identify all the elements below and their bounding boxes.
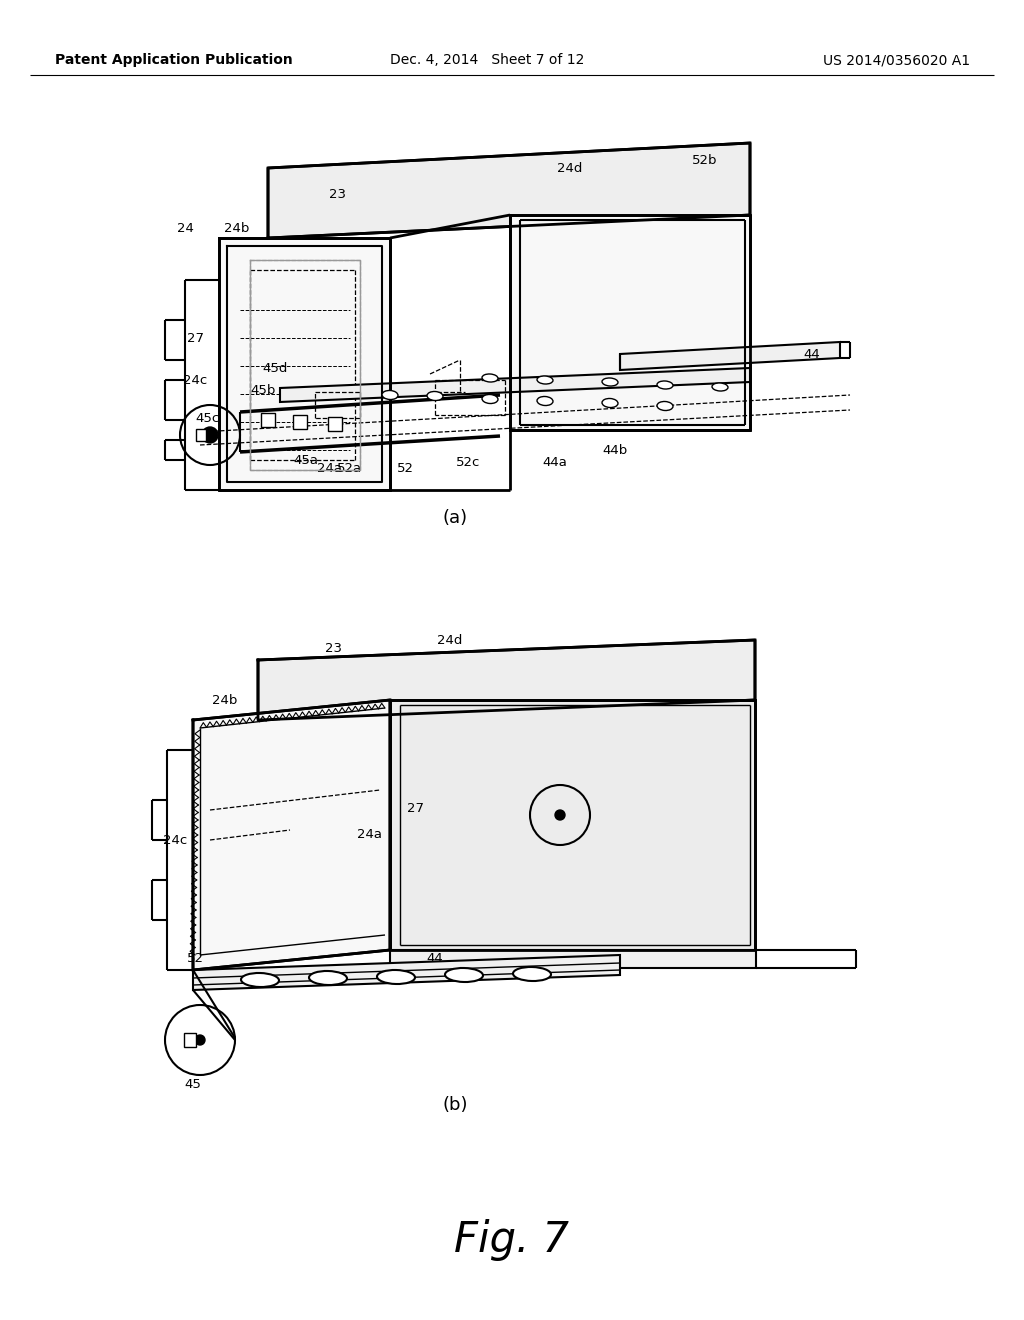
Ellipse shape — [657, 401, 673, 411]
Ellipse shape — [309, 972, 347, 985]
Polygon shape — [390, 950, 756, 968]
Text: 24a: 24a — [317, 462, 342, 474]
Ellipse shape — [657, 381, 673, 389]
Circle shape — [202, 426, 218, 444]
Bar — [293, 414, 307, 429]
Ellipse shape — [513, 968, 551, 981]
Text: 23: 23 — [330, 189, 346, 202]
Text: 24d: 24d — [437, 634, 463, 647]
Text: 24c: 24c — [163, 833, 187, 846]
Text: 24b: 24b — [224, 222, 250, 235]
Text: 24a: 24a — [357, 829, 383, 842]
Text: (a): (a) — [442, 510, 468, 527]
Text: 44: 44 — [427, 952, 443, 965]
Bar — [196, 429, 206, 441]
Polygon shape — [268, 143, 750, 238]
Ellipse shape — [537, 376, 553, 384]
Text: 52a: 52a — [338, 462, 362, 474]
Text: Fig. 7: Fig. 7 — [455, 1218, 569, 1261]
Ellipse shape — [537, 396, 553, 405]
Text: 23: 23 — [325, 642, 341, 655]
Ellipse shape — [241, 973, 279, 987]
Text: 45c: 45c — [195, 412, 219, 425]
Polygon shape — [193, 954, 620, 990]
Ellipse shape — [445, 968, 483, 982]
Polygon shape — [219, 238, 390, 490]
Text: 45: 45 — [184, 1078, 202, 1092]
Bar — [261, 413, 275, 426]
Circle shape — [195, 1035, 205, 1045]
Text: 45a: 45a — [294, 454, 318, 466]
Circle shape — [555, 810, 565, 820]
Text: 44: 44 — [804, 348, 820, 362]
Bar — [328, 417, 342, 432]
Polygon shape — [620, 342, 840, 370]
Text: 24d: 24d — [557, 161, 583, 174]
Text: 44a: 44a — [543, 455, 567, 469]
Text: 24c: 24c — [183, 374, 207, 387]
Polygon shape — [510, 215, 750, 430]
Text: 27: 27 — [407, 801, 424, 814]
Text: 52c: 52c — [456, 455, 480, 469]
Text: 52b: 52b — [692, 153, 718, 166]
Polygon shape — [280, 368, 750, 403]
Polygon shape — [390, 700, 755, 950]
Ellipse shape — [427, 392, 443, 400]
Polygon shape — [258, 640, 755, 719]
Ellipse shape — [602, 378, 618, 385]
Polygon shape — [193, 700, 390, 970]
Text: 52: 52 — [186, 952, 204, 965]
Ellipse shape — [377, 970, 415, 983]
Ellipse shape — [482, 395, 498, 404]
Ellipse shape — [602, 399, 618, 408]
Text: 24b: 24b — [212, 693, 238, 706]
Text: 52: 52 — [396, 462, 414, 474]
Text: 24: 24 — [176, 222, 194, 235]
Text: 45b: 45b — [250, 384, 275, 396]
Text: US 2014/0356020 A1: US 2014/0356020 A1 — [823, 53, 970, 67]
Text: (b): (b) — [442, 1096, 468, 1114]
Text: 27: 27 — [186, 331, 204, 345]
Text: Patent Application Publication: Patent Application Publication — [55, 53, 293, 67]
Text: Dec. 4, 2014   Sheet 7 of 12: Dec. 4, 2014 Sheet 7 of 12 — [390, 53, 585, 67]
Text: 45d: 45d — [262, 362, 288, 375]
Text: 44b: 44b — [602, 444, 628, 457]
Bar — [184, 1034, 196, 1047]
Ellipse shape — [712, 383, 728, 391]
Ellipse shape — [482, 374, 498, 381]
Ellipse shape — [382, 391, 398, 400]
